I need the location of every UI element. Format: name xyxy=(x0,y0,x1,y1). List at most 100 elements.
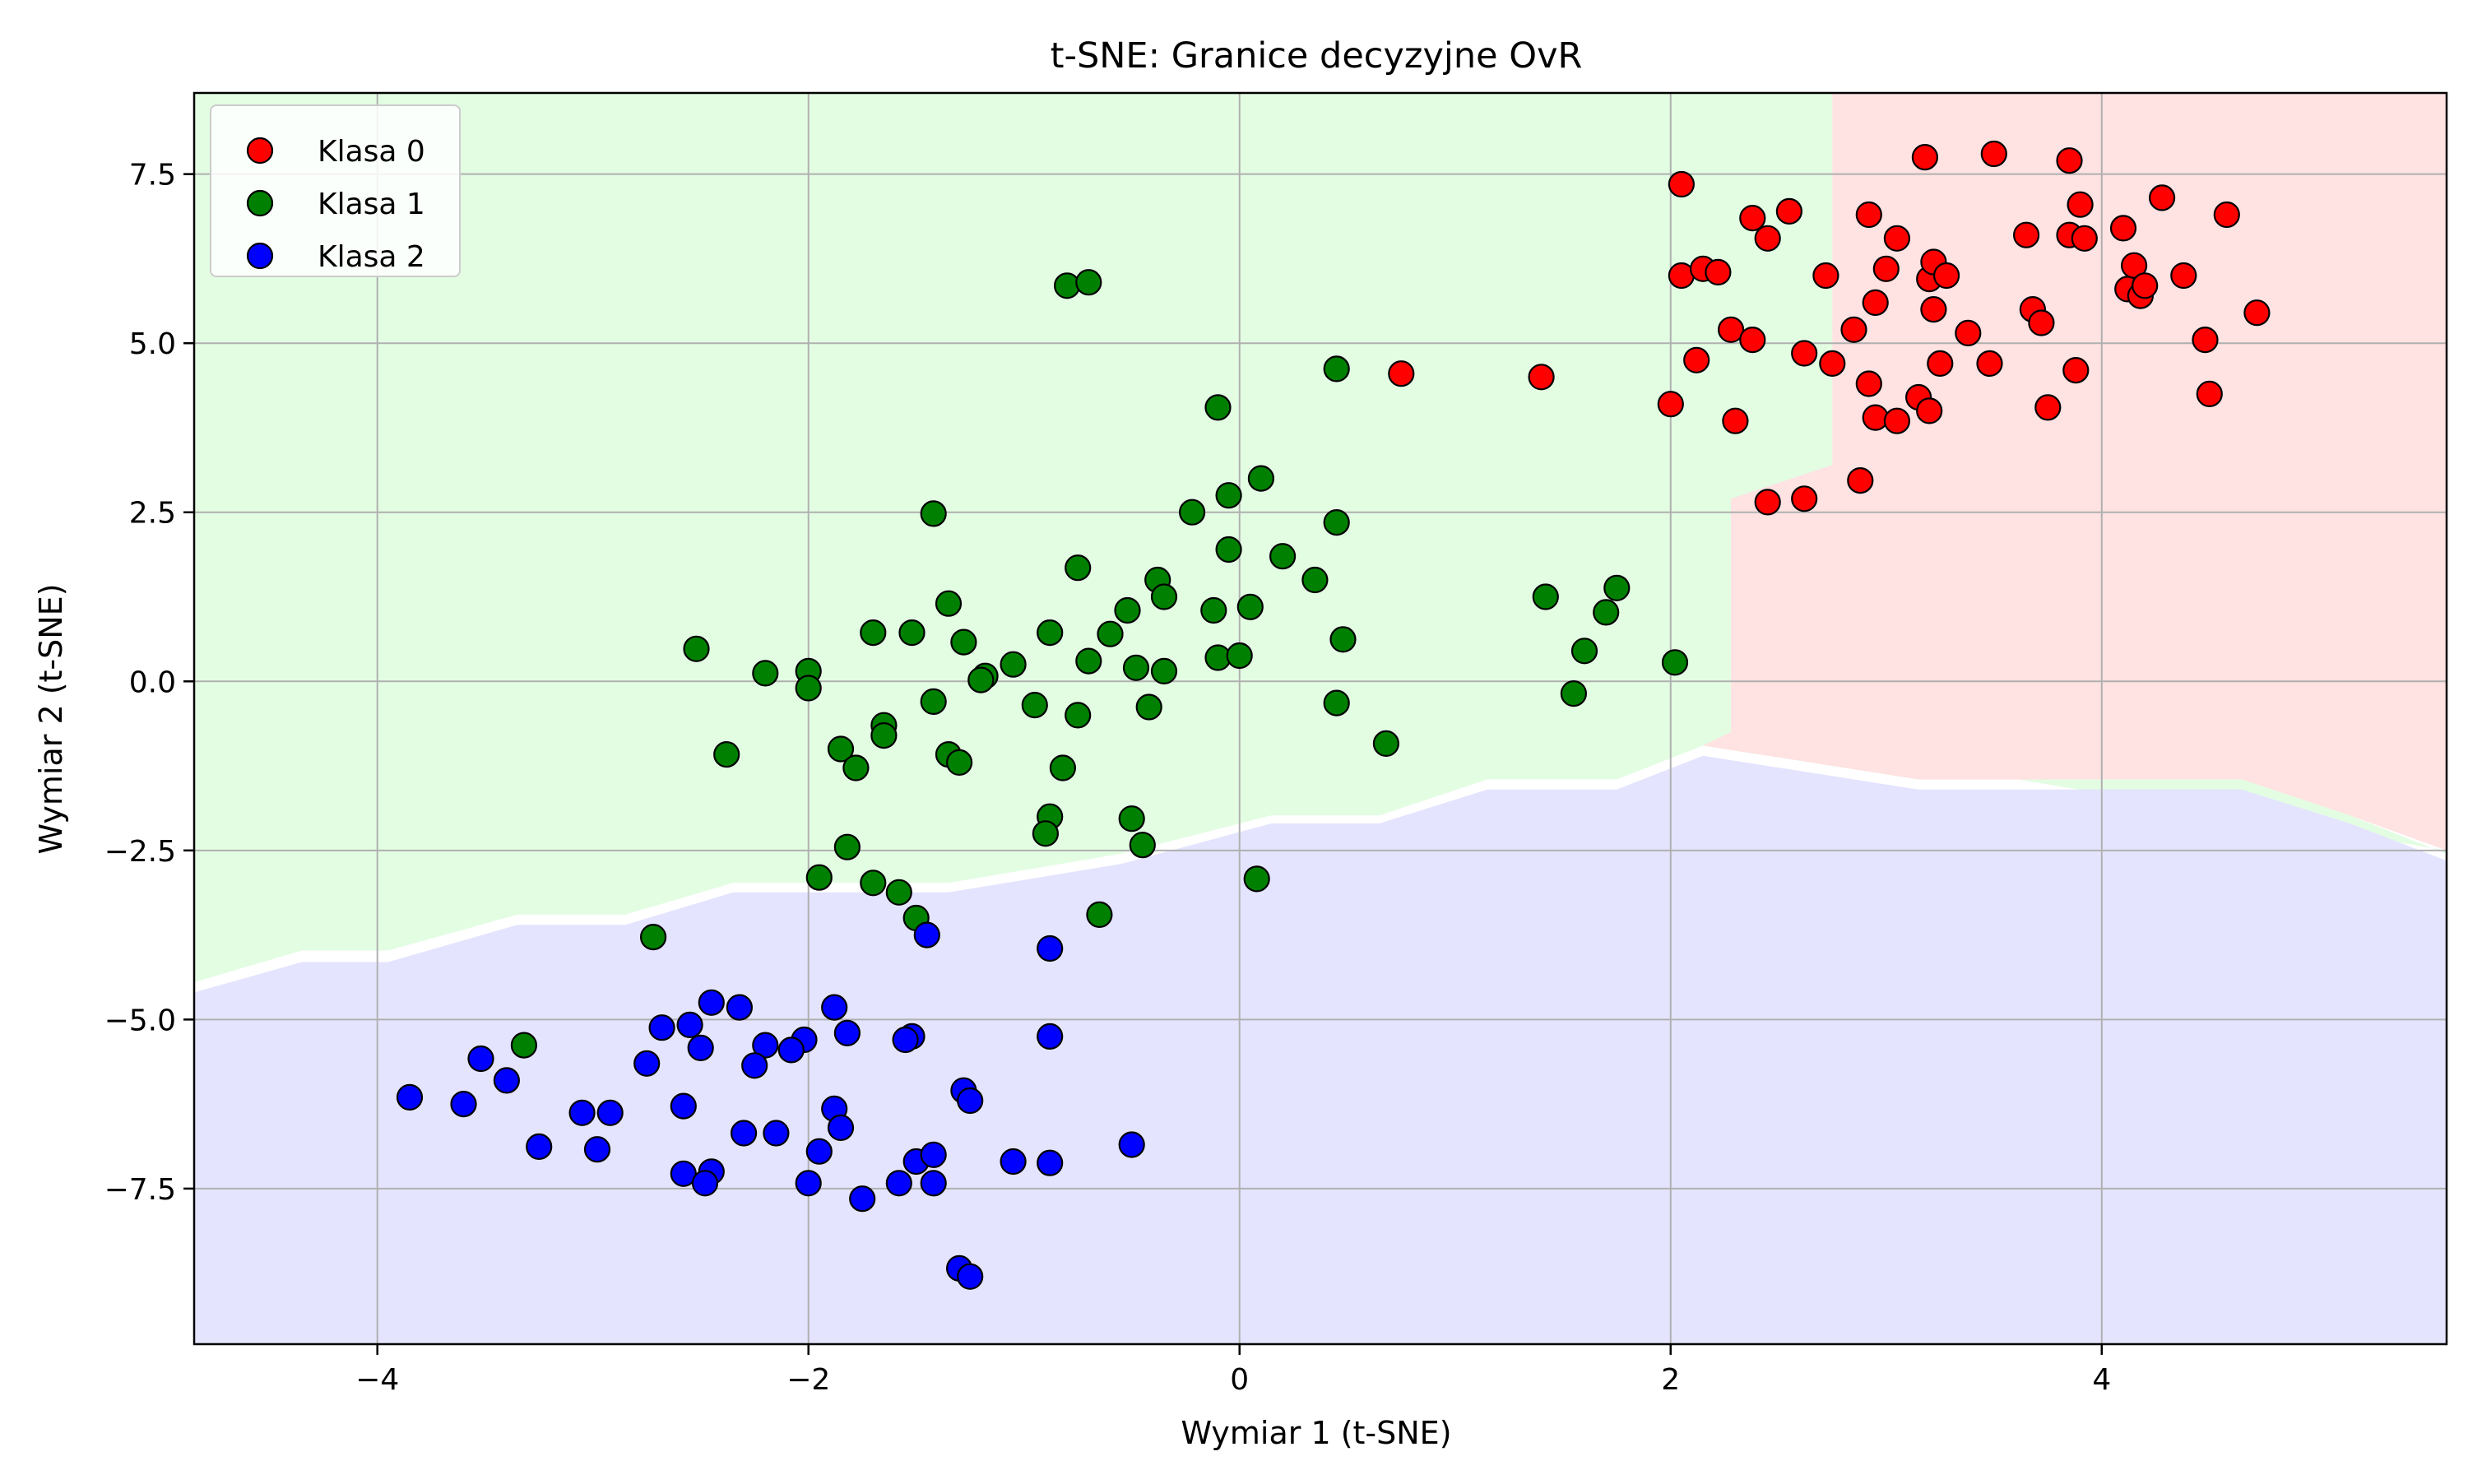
klasa-1-point-44 xyxy=(920,688,947,716)
klasa-0-point-33 xyxy=(1933,262,1960,290)
klasa-1-point-4 xyxy=(1247,465,1275,492)
klasa-1-point-28 xyxy=(683,635,710,662)
x-axis-label: Wymiar 1 (t-SNE) xyxy=(1181,1415,1451,1451)
klasa-1-point-5 xyxy=(1215,482,1242,509)
klasa-1-point-7 xyxy=(920,500,947,527)
klasa-0-point-27 xyxy=(1847,466,1874,494)
legend-label-klasa-1: Klasa 1 xyxy=(318,188,425,221)
y-tick-label-3: 0.0 xyxy=(129,665,176,699)
klasa-2-point-32 xyxy=(805,1138,833,1165)
klasa-1-point-22 xyxy=(1097,620,1124,647)
klasa-0-point-47 xyxy=(2071,225,2098,252)
klasa-1-point-16 xyxy=(1200,596,1227,624)
klasa-2-point-11 xyxy=(687,1034,714,1062)
klasa-0-point-20 xyxy=(1855,370,1882,397)
klasa-1-point-19 xyxy=(1532,583,1559,610)
klasa-2-point-36 xyxy=(1000,1148,1027,1176)
klasa-1-point-25 xyxy=(898,619,926,647)
klasa-2-point-30 xyxy=(526,1133,553,1161)
klasa-1-point-33 xyxy=(1122,654,1150,681)
klasa-1-point-30 xyxy=(1000,651,1027,678)
klasa-0-point-57 xyxy=(2213,201,2240,229)
klasa-1-point-3 xyxy=(1204,394,1232,421)
klasa-2-point-19 xyxy=(396,1083,424,1111)
klasa-1-point-45 xyxy=(1323,689,1350,716)
klasa-0-point-16 xyxy=(1791,340,1818,367)
klasa-2-point-21 xyxy=(670,1092,697,1120)
klasa-2-point-42 xyxy=(885,1170,912,1197)
klasa-1-point-9 xyxy=(1215,536,1242,563)
y-tick-label-1: −5.0 xyxy=(104,1004,176,1037)
x-tick-label-0: −4 xyxy=(355,1363,399,1397)
klasa-1-point-50 xyxy=(1372,730,1400,758)
klasa-0-point-32 xyxy=(1927,350,1954,377)
legend-marker-klasa-1 xyxy=(246,189,274,217)
klasa-0-point-35 xyxy=(1916,397,1943,424)
klasa-2-point-13 xyxy=(777,1036,805,1064)
klasa-0-point-31 xyxy=(1920,296,1947,323)
klasa-1-point-61 xyxy=(833,833,861,860)
klasa-1-point-63 xyxy=(860,870,887,897)
klasa-2-point-41 xyxy=(795,1170,822,1197)
klasa-1-point-55 xyxy=(842,754,870,781)
klasa-1-point-32 xyxy=(1226,642,1253,670)
y-tick-label-6: 7.5 xyxy=(129,159,176,192)
klasa-0-point-50 xyxy=(2121,252,2148,279)
klasa-1-point-38 xyxy=(967,666,995,693)
klasa-0-point-14 xyxy=(1754,489,1781,516)
klasa-1-point-52 xyxy=(713,740,740,768)
klasa-2-point-28 xyxy=(730,1120,758,1147)
klasa-2-point-1 xyxy=(1037,934,1064,962)
klasa-0-point-13 xyxy=(1722,407,1749,434)
klasa-2-point-3 xyxy=(726,994,754,1021)
klasa-0-point-58 xyxy=(2243,299,2271,327)
klasa-1-point-10 xyxy=(1269,543,1297,570)
klasa-2-point-4 xyxy=(821,994,848,1021)
plot-frame xyxy=(193,91,2448,1346)
klasa-1-point-26 xyxy=(950,628,977,656)
klasa-0-point-55 xyxy=(2192,327,2219,354)
klasa-1-point-41 xyxy=(795,675,822,702)
klasa-1-point-59 xyxy=(1118,805,1145,832)
y-tick-label-4: 2.5 xyxy=(129,497,176,531)
klasa-0-point-41 xyxy=(2028,309,2055,336)
klasa-0-point-11 xyxy=(1683,346,1710,373)
klasa-0-point-48 xyxy=(2109,215,2137,242)
klasa-1-point-40 xyxy=(1661,649,1689,676)
klasa-2-point-29 xyxy=(763,1120,790,1147)
klasa-2-point-9 xyxy=(892,1026,919,1054)
klasa-0-point-0 xyxy=(1388,360,1415,387)
klasa-1-point-34 xyxy=(1150,657,1178,685)
klasa-0-point-9 xyxy=(1775,197,1802,225)
klasa-2-point-6 xyxy=(676,1011,703,1039)
klasa-1-point-11 xyxy=(1065,554,1092,582)
klasa-0-point-15 xyxy=(1791,485,1818,512)
klasa-2-point-31 xyxy=(583,1136,611,1163)
klasa-2-point-10 xyxy=(1037,1023,1064,1050)
klasa-0-point-22 xyxy=(1862,289,1889,316)
klasa-0-point-44 xyxy=(2056,147,2083,174)
klasa-0-point-24 xyxy=(1872,255,1900,282)
klasa-1-point-58 xyxy=(1032,820,1060,847)
decision-region-klasa-2 xyxy=(194,755,2447,1344)
y-tick-label-2: −2.5 xyxy=(104,835,176,869)
klasa-0-point-37 xyxy=(1976,350,2003,377)
klasa-1-point-42 xyxy=(1560,679,1588,707)
klasa-1-point-17 xyxy=(1236,593,1264,620)
klasa-0-point-25 xyxy=(1883,225,1910,252)
klasa-1-point-23 xyxy=(1037,619,1064,647)
klasa-0-point-52 xyxy=(2132,272,2159,299)
klasa-2-point-25 xyxy=(957,1087,984,1115)
x-tick-label-2: 0 xyxy=(1230,1363,1249,1397)
klasa-2-point-17 xyxy=(467,1045,494,1073)
klasa-0-point-56 xyxy=(2196,380,2223,407)
klasa-1-point-20 xyxy=(1603,574,1631,601)
klasa-0-point-12 xyxy=(1657,391,1684,418)
klasa-2-point-18 xyxy=(493,1067,521,1094)
klasa-0-point-38 xyxy=(1980,140,2007,168)
klasa-0-point-2 xyxy=(1668,170,1696,198)
klasa-1-point-65 xyxy=(1243,865,1270,893)
legend-marker-klasa-0 xyxy=(246,137,274,165)
klasa-1-point-56 xyxy=(1049,754,1077,781)
